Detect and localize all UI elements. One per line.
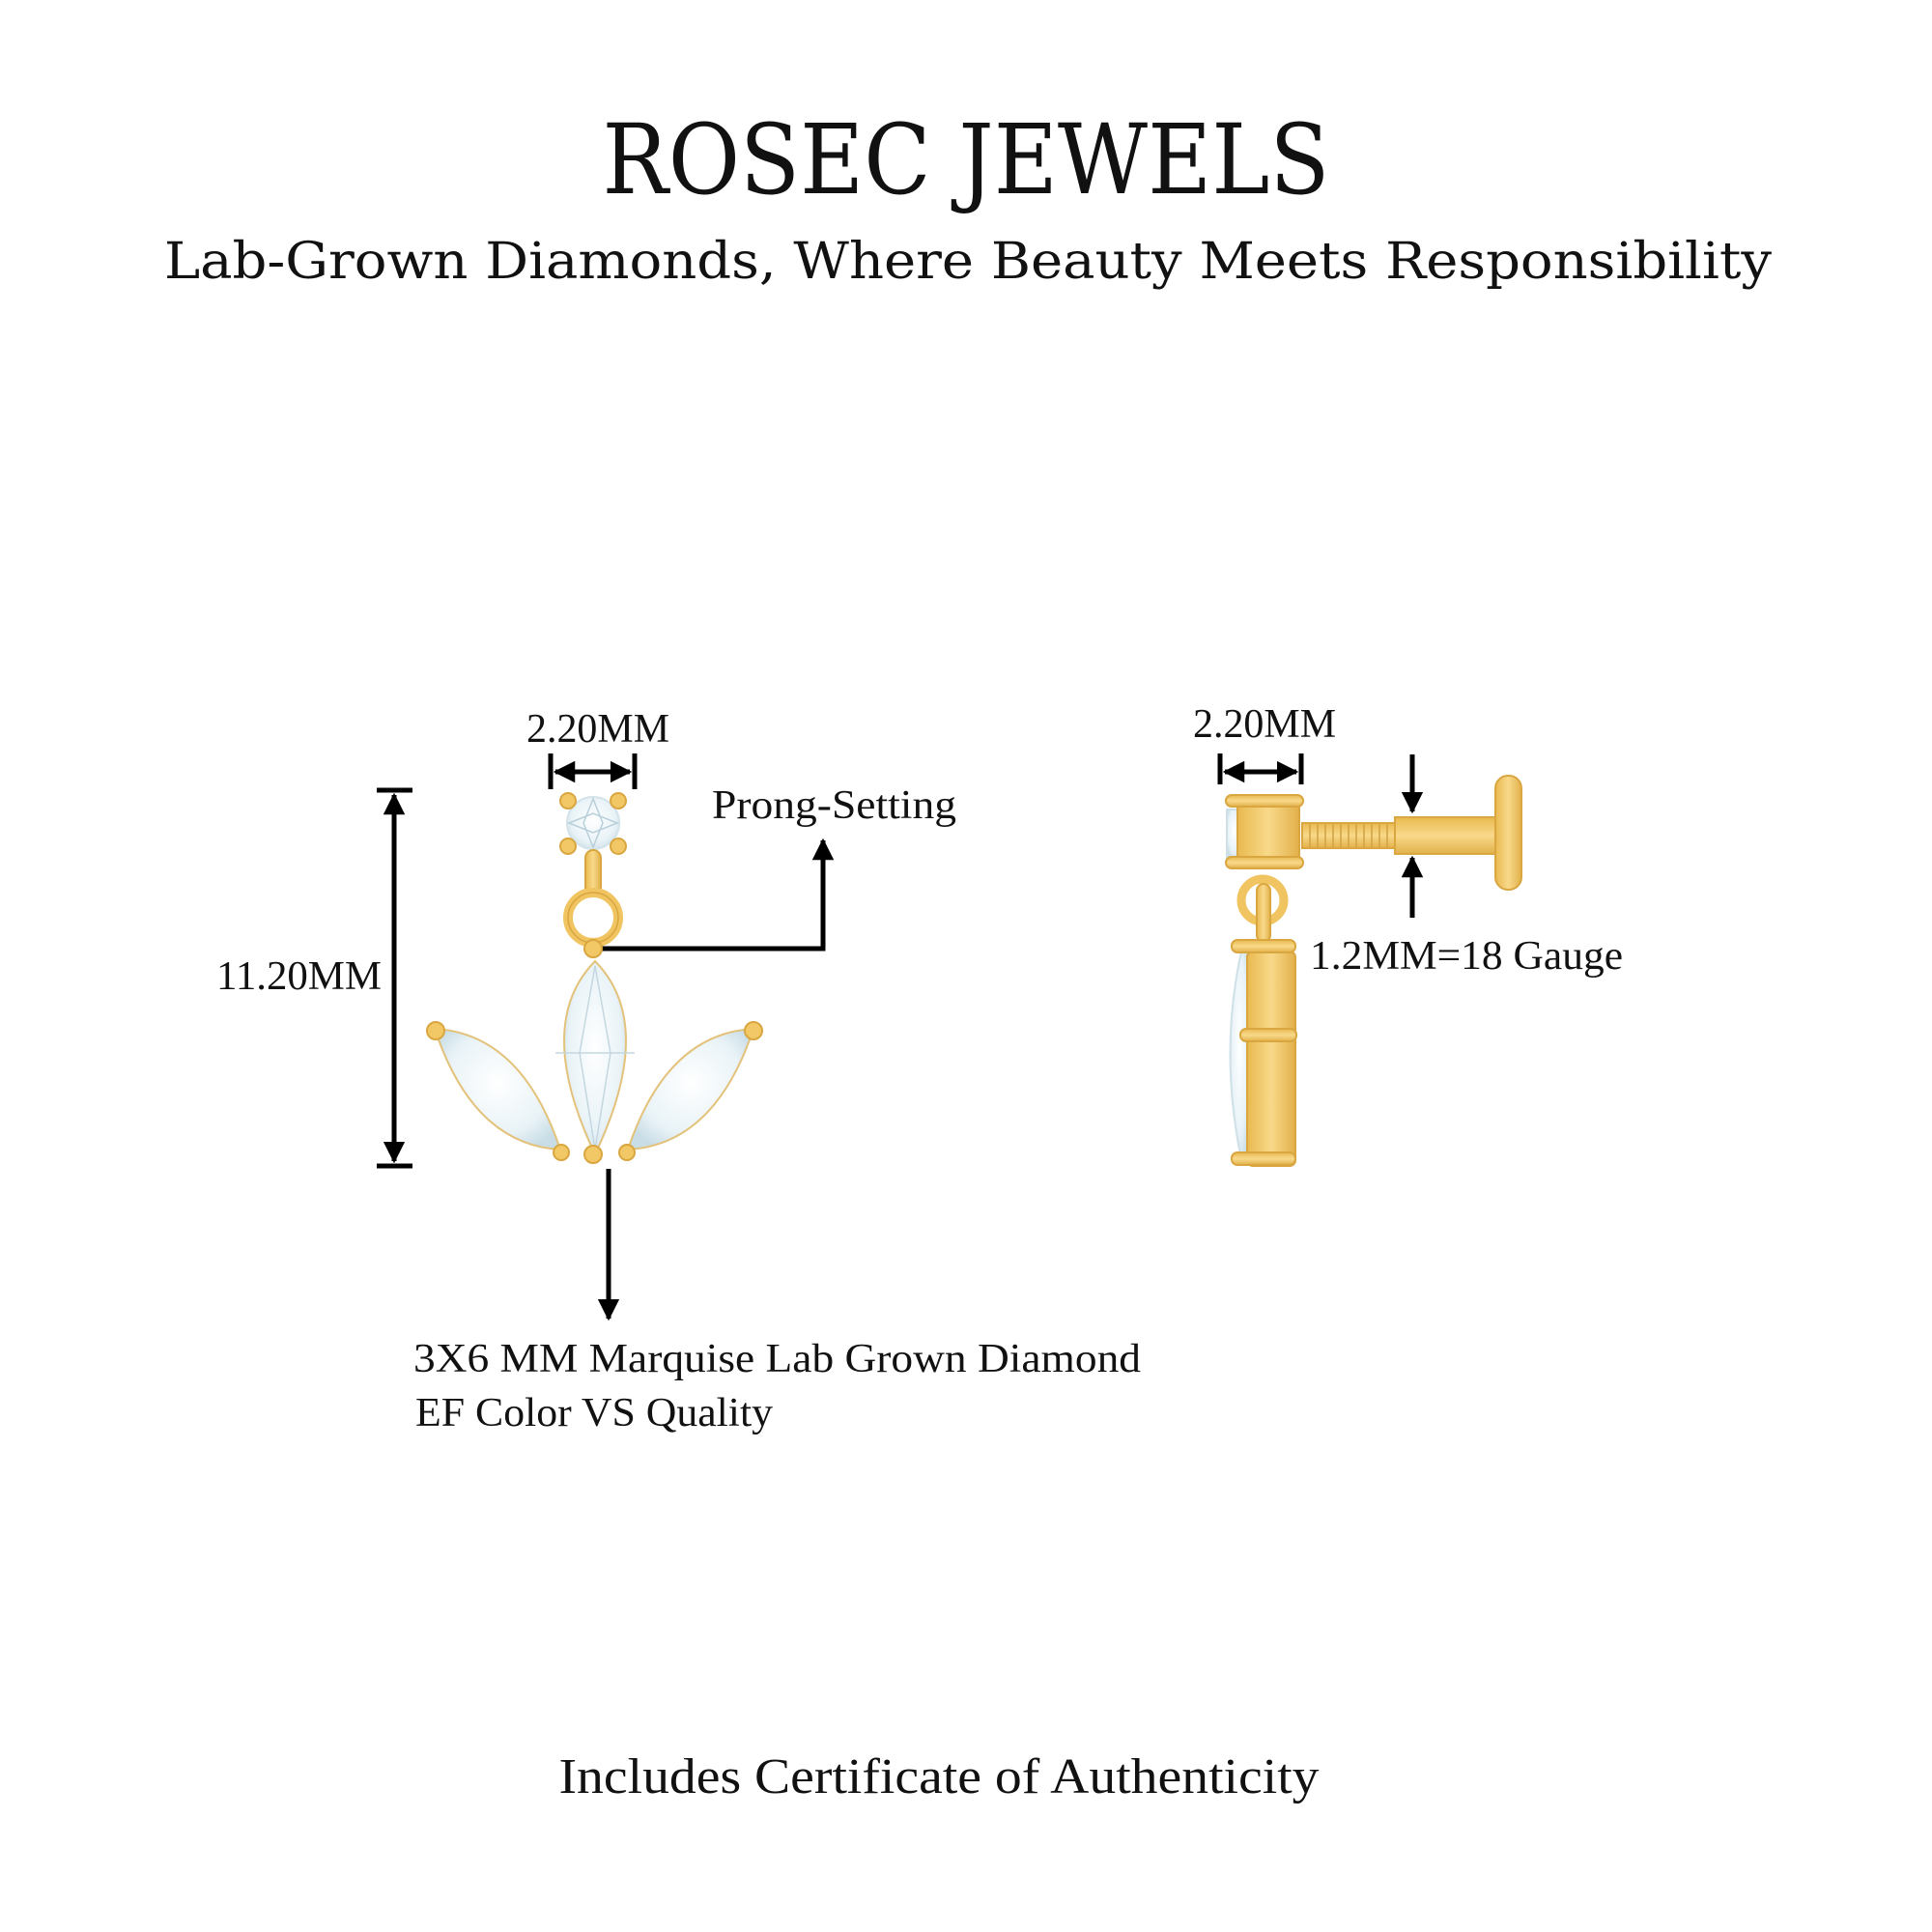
round-diamond [559,792,627,855]
front-width-dimension [548,753,638,789]
tagline: Lab-Grown Diamonds, Where Beauty Meets R… [164,233,1773,291]
prong-setting-leader [597,838,835,952]
side-width-label: 2.20MM [1193,702,1336,747]
side-view: 2.20MM [1193,702,1623,1167]
stone-description-line2: EF Color VS Quality [415,1391,773,1435]
labret-disc [1494,775,1522,891]
front-height-label: 11.20MM [216,954,382,999]
front-view: 2.20MM 11.20MM Prong-Setting [216,707,1141,1435]
brand-title: ROSEC JEWELS [603,103,1330,216]
prong-setting-label: Prong-Setting [712,783,956,828]
stone-description-line1: 3X6 MM Marquise Lab Grown Diamond [413,1337,1141,1381]
labret-stud [1225,775,1522,891]
jump-ring [563,849,623,958]
marquise-diamonds [426,959,763,1164]
front-width-label: 2.20MM [526,707,669,752]
front-height-dimension [377,787,412,1169]
labret-shaft [1394,816,1504,855]
center-marquise [563,959,627,1157]
right-marquise [626,1027,755,1151]
left-marquise [433,1027,562,1151]
side-jump-ring [1236,874,1289,943]
side-width-dimension [1217,753,1304,784]
side-marquise [1229,939,1297,1167]
certificate-note: Includes Certificate of Authenticity [559,1749,1320,1804]
gauge-label: 1.2MM=18 Gauge [1310,934,1623,979]
